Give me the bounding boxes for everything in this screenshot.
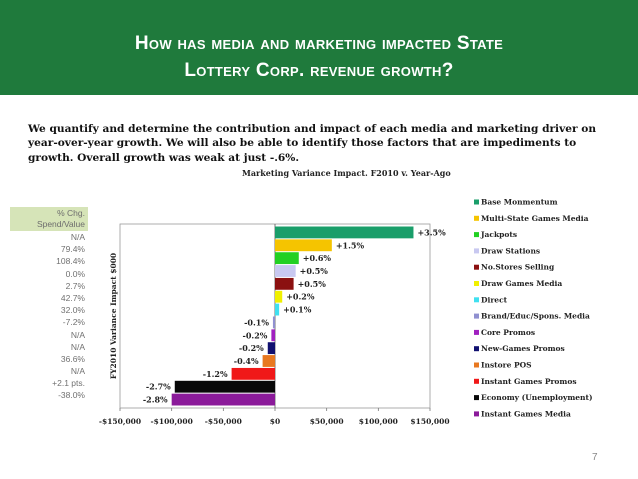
legend-item: Jackpots xyxy=(480,230,517,239)
bar-data-label: -0.2% xyxy=(239,343,264,353)
percent-change-row: -38.0% xyxy=(58,390,85,401)
bar-data-label: +0.5% xyxy=(298,279,327,289)
bar-data-label: -0.1% xyxy=(244,317,269,327)
bar-data-label: -0.2% xyxy=(243,330,268,340)
percent-change-table-header: % Chg. Spend/Value xyxy=(10,207,88,231)
percent-change-table: % Chg. Spend/Value N/A 79.4% 108.4% 0.0% 2.7… xyxy=(10,207,88,402)
x-tick-label: $0 xyxy=(270,417,280,426)
legend-swatch xyxy=(474,232,479,238)
bar-direct xyxy=(275,303,280,316)
bar-data-label: -1.2% xyxy=(203,369,228,379)
bar-data-label: +0.5% xyxy=(300,266,329,276)
bar-draw-stations xyxy=(275,265,296,277)
x-tick-label: $50,000 xyxy=(310,417,344,426)
legend-swatch xyxy=(474,297,479,303)
legend-swatch xyxy=(474,313,479,319)
legend-swatch xyxy=(474,264,479,270)
legend-swatch xyxy=(474,281,479,286)
y-axis-label: FY2010 Variance Impact $000 xyxy=(109,253,118,379)
legend-swatch xyxy=(474,346,479,352)
legend-swatch xyxy=(474,199,479,205)
bar-multi-state-games-media xyxy=(275,239,332,252)
legend-item: Draw Stations xyxy=(481,246,540,255)
percent-change-row: 0.0% xyxy=(65,268,85,279)
percent-change-row: 32.0% xyxy=(60,305,85,316)
legend-swatch xyxy=(474,329,479,335)
x-tick-label: $100,000 xyxy=(359,417,398,426)
percent-change-row: 108.4% xyxy=(56,256,85,267)
bar-instore-pos xyxy=(262,355,275,367)
legend-item: Core Promos xyxy=(481,328,535,337)
legend-item: Instore POS xyxy=(481,361,532,370)
bar-jackpots xyxy=(275,252,299,265)
bar-brand-educ-spons-media xyxy=(272,316,275,329)
bar-data-label: -0.4% xyxy=(234,356,259,366)
percent-change-row: N/A xyxy=(70,366,85,377)
bar-economy-unemployment- xyxy=(174,380,275,393)
legend-item: Brand/Educ/Spons. Media xyxy=(481,312,590,321)
intro-paragraph: We quantify and determine the contributi… xyxy=(28,123,597,164)
percent-change-row: N/A xyxy=(70,329,85,340)
legend-swatch xyxy=(474,215,479,221)
legend-item: Multi-State Games Media xyxy=(481,214,589,223)
legend-swatch xyxy=(474,248,479,254)
bar-core-promos xyxy=(271,329,275,342)
bar-instant-games-media xyxy=(171,393,275,406)
bar-new-games-promos xyxy=(267,342,275,355)
percent-change-row: N/A xyxy=(70,341,85,352)
slide-title-line-1: How has media and marketing impacted Sta… xyxy=(134,33,504,54)
x-tick-label: $150,000 xyxy=(410,417,449,426)
legend-item: Instant Games Promos xyxy=(481,377,577,386)
x-tick-label: -$150,000 xyxy=(99,417,141,426)
table-header-line-2: Spend/Value xyxy=(36,219,85,229)
percent-change-row: 36.6% xyxy=(60,353,85,364)
bar-data-label: +1.5% xyxy=(336,240,365,250)
slide-title-line-2: Lottery Corp. revenue growth? xyxy=(184,60,454,81)
legend-item: Economy (Unemployment) xyxy=(481,393,593,402)
percent-change-row: N/A xyxy=(70,232,85,242)
percent-change-row: 42.7% xyxy=(60,292,85,303)
bar-draw-games-media xyxy=(275,290,283,303)
legend-item: Direct xyxy=(481,295,508,304)
bar-data-label: +3.5% xyxy=(417,227,446,237)
table-header-line-1: % Chg. xyxy=(57,208,85,218)
percent-change-row: +2.1 pts. xyxy=(52,378,85,389)
percent-change-row: 2.7% xyxy=(65,280,85,291)
legend-item: New-Games Promos xyxy=(481,344,565,353)
bar-data-label: +0.2% xyxy=(286,292,315,302)
chart-title: Marketing Variance Impact. F2010 v. Year… xyxy=(242,168,451,178)
bar-data-label: +0.6% xyxy=(303,253,332,263)
bar-data-label: -2.8% xyxy=(143,395,168,405)
bar-no-stores-selling xyxy=(275,277,294,290)
bar-instant-games-promos xyxy=(231,367,275,380)
bar-data-label: -2.7% xyxy=(146,382,171,392)
percent-change-rows: N/A 79.4% 108.4% 0.0% 2.7% 42.7% 32.0% -7.2% N/A… xyxy=(10,231,88,402)
legend-swatch xyxy=(474,395,479,401)
x-tick-label: -$100,000 xyxy=(151,417,193,426)
bar-base-monmentum xyxy=(275,226,414,239)
legend-swatch xyxy=(474,378,479,384)
bar-data-label: +0.1% xyxy=(283,305,312,315)
percent-change-row: -7.2% xyxy=(62,317,85,328)
legend-swatch xyxy=(474,362,479,368)
title-banner xyxy=(0,0,638,95)
legend-item: Instant Games Media xyxy=(481,409,571,418)
legend-item: No.Stores Selling xyxy=(481,263,555,272)
percent-change-row: 79.4% xyxy=(60,244,85,255)
legend-swatch xyxy=(474,411,479,417)
legend-item: Base Monmentum xyxy=(481,198,558,207)
x-tick-label: -$50,000 xyxy=(205,417,242,426)
page-number: 7 xyxy=(592,452,598,463)
legend-item: Draw Games Media xyxy=(481,279,562,288)
